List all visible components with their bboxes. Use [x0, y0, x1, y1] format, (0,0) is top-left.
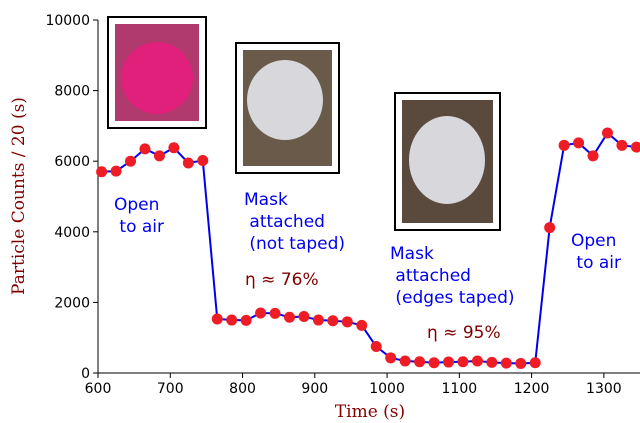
point — [385, 352, 397, 364]
x-tick-label: 800 — [229, 381, 256, 397]
point — [110, 165, 122, 177]
point — [515, 357, 527, 369]
annotation-line: to air — [114, 217, 164, 237]
point — [471, 355, 483, 367]
point — [616, 139, 628, 151]
annotation-line: to air — [571, 253, 621, 273]
annotation: η ≈ 76% — [245, 270, 319, 290]
annotation: η ≈ 95% — [427, 323, 501, 343]
point — [573, 137, 585, 149]
y-tick-label: 10000 — [45, 13, 90, 29]
point — [356, 319, 368, 331]
point — [125, 155, 137, 167]
point — [457, 356, 469, 368]
point — [486, 356, 498, 368]
point — [544, 222, 556, 234]
point — [153, 150, 165, 162]
point — [240, 314, 252, 326]
annotation-line: Open — [571, 231, 616, 251]
y-tick-label: 0 — [81, 366, 90, 382]
photo-mask — [247, 60, 323, 140]
point — [399, 355, 411, 367]
y-tick-label: 6000 — [54, 154, 90, 170]
annotation: Mask attached (not taped) — [244, 190, 345, 254]
annotation: Open to air — [571, 231, 621, 273]
point — [211, 313, 223, 325]
annotation-line: attached — [390, 266, 471, 286]
point — [182, 157, 194, 169]
point — [500, 357, 512, 369]
x-tick-label: 1100 — [442, 381, 478, 397]
point — [269, 307, 281, 319]
point — [284, 311, 296, 323]
y-axis-label: Particle Counts / 20 (s) — [9, 97, 29, 295]
y-tick-label: 2000 — [54, 295, 90, 311]
point — [139, 143, 151, 155]
x-tick-label: 1200 — [514, 381, 550, 397]
photo-mask — [409, 116, 485, 204]
x-tick-label: 700 — [157, 381, 184, 397]
point — [529, 357, 541, 369]
point — [327, 315, 339, 327]
line — [101, 131, 637, 365]
annotation: Open to air — [114, 195, 164, 237]
y-tick-label: 4000 — [54, 225, 90, 241]
annotation-line: Mask — [244, 190, 288, 210]
point — [96, 166, 108, 178]
x-tick-label: 1000 — [369, 381, 405, 397]
annotation-line: η ≈ 76% — [245, 270, 319, 290]
point — [428, 357, 440, 369]
point — [226, 314, 238, 326]
y-tick-label: 8000 — [54, 84, 90, 100]
annotation-line: Mask — [390, 244, 434, 264]
point — [197, 154, 209, 166]
photo-ball — [121, 42, 193, 114]
annotation-line: (edges taped) — [390, 288, 515, 308]
x-tick-label: 900 — [301, 381, 328, 397]
point — [558, 139, 570, 151]
x-tick-label: 600 — [85, 381, 112, 397]
annotation-line: Open — [114, 195, 159, 215]
point — [370, 341, 382, 353]
point — [168, 142, 180, 154]
annotation-line: attached — [244, 212, 325, 232]
point — [255, 307, 267, 319]
x-tick-label: 1300 — [586, 381, 622, 397]
annotation-line: η ≈ 95% — [427, 323, 501, 343]
point — [601, 127, 613, 139]
point — [312, 314, 324, 326]
point — [298, 311, 310, 323]
annotation: Mask attached (edges taped) — [390, 244, 515, 308]
x-axis-label: Time (s) — [335, 402, 405, 422]
point — [414, 356, 426, 368]
annotation-line: (not taped) — [244, 234, 345, 254]
point — [587, 150, 599, 162]
point — [630, 141, 640, 153]
point — [341, 316, 353, 328]
point — [442, 356, 454, 368]
